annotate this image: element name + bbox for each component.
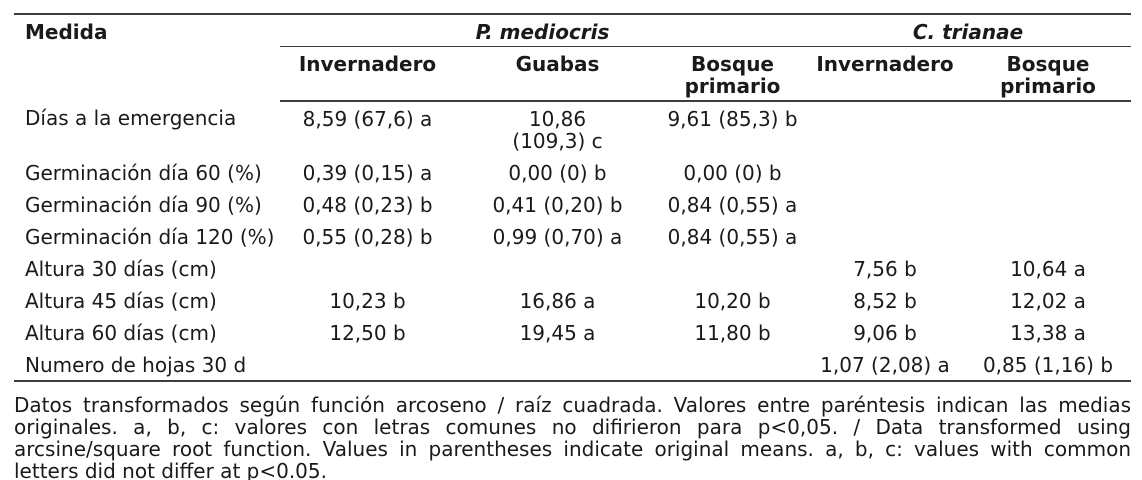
table-row-altura-45: Altura 45 días (cm) 10,23 b 16,86 a 10,2… <box>14 284 1131 316</box>
cell: 0,84 (0,55) a <box>667 225 798 249</box>
cell <box>965 101 1131 156</box>
cell: 19,45 a <box>519 321 596 345</box>
cell: 13,38 a <box>1010 321 1086 345</box>
cell: 8,52 b <box>853 289 917 313</box>
table-row-altura-30: Altura 30 días (cm) 7,56 b 10,64 a <box>14 252 1131 284</box>
results-table: Medida P. mediocris C. trianae Invernade… <box>14 13 1131 382</box>
site-header-row: Invernadero Guabas Bosque primario Inver… <box>14 46 1131 102</box>
column-header-medida: Medida <box>25 20 108 44</box>
cell: 16,86 a <box>519 289 596 313</box>
cell: 12,50 b <box>329 321 406 345</box>
cell <box>280 252 455 284</box>
cell <box>805 188 965 220</box>
cell: 0,55 (0,28) b <box>302 225 433 249</box>
table-row-germinacion-90: Germinación día 90 (%) 0,48 (0,23) b 0,4… <box>14 188 1131 220</box>
cell: 10,20 b <box>694 289 771 313</box>
cell <box>805 156 965 188</box>
column-header-guabas: Guabas <box>455 46 660 102</box>
table-row-germinacion-120: Germinación día 120 (%) 0,55 (0,28) b 0,… <box>14 220 1131 252</box>
cell <box>280 348 455 382</box>
cell <box>660 348 805 382</box>
cell: 0,48 (0,23) b <box>302 193 433 217</box>
cell: 10,23 b <box>329 289 406 313</box>
cell <box>455 252 660 284</box>
column-header-invernadero-ct: Invernadero <box>805 46 965 102</box>
cell <box>455 348 660 382</box>
table-footnote: Datos transformados según función arcose… <box>14 393 1131 480</box>
species-header-p-mediocris: P. mediocris <box>280 14 805 47</box>
cell: 0,85 (1,16) b <box>965 348 1131 382</box>
cell <box>805 220 965 252</box>
cell: 11,80 b <box>694 321 771 345</box>
row-label: Germinación día 60 (%) <box>25 161 262 185</box>
row-label: Altura 30 días (cm) <box>25 257 217 281</box>
table-row-numero-hojas: Numero de hojas 30 d 1,07 (2,08) a 0,85 … <box>14 348 1131 382</box>
row-label: Altura 45 días (cm) <box>25 289 217 313</box>
cell: 0,00 (0) b <box>508 161 607 185</box>
cell: 12,02 a <box>1010 289 1086 313</box>
row-label: Altura 60 días (cm) <box>25 321 217 345</box>
table-row-dias-emergencia: Días a la emergencia 8,59 (67,6) a 10,86… <box>14 101 1131 156</box>
species-header-c-trianae: C. trianae <box>805 14 1131 47</box>
cell: 9,61 (85,3) b <box>667 107 798 131</box>
cell: 7,56 b <box>853 257 917 281</box>
cell: 8,59 (67,6) a <box>302 107 433 131</box>
cell: 0,39 (0,15) a <box>302 161 433 185</box>
column-header-bosque-primario-ct: Bosque primario <box>965 46 1131 102</box>
table-row-altura-60: Altura 60 días (cm) 12,50 b 19,45 a 11,8… <box>14 316 1131 348</box>
cell: 10,64 a <box>1010 257 1086 281</box>
cell: 10,86 (109,3) c <box>512 107 603 153</box>
species-header-row: Medida P. mediocris C. trianae <box>14 14 1131 47</box>
cell: 0,00 (0) b <box>683 161 782 185</box>
cell <box>965 220 1131 252</box>
row-label: Germinación día 120 (%) <box>25 225 275 249</box>
cell: 9,06 b <box>853 321 917 345</box>
cell: 0,41 (0,20) b <box>492 193 623 217</box>
cell <box>660 252 805 284</box>
table-row-germinacion-60: Germinación día 60 (%) 0,39 (0,15) a 0,0… <box>14 156 1131 188</box>
row-label: Numero de hojas 30 d <box>14 348 280 382</box>
column-header-invernadero-pm: Invernadero <box>280 46 455 102</box>
cell: 1,07 (2,08) a <box>805 348 965 382</box>
cell <box>965 188 1131 220</box>
row-label: Días a la emergencia <box>25 106 237 130</box>
cell: 0,84 (0,55) a <box>667 193 798 217</box>
column-header-bosque-primario-pm: Bosque primario <box>660 46 805 102</box>
cell: 0,99 (0,70) a <box>492 225 623 249</box>
cell <box>965 156 1131 188</box>
cell <box>805 101 965 156</box>
row-label: Germinación día 90 (%) <box>25 193 262 217</box>
